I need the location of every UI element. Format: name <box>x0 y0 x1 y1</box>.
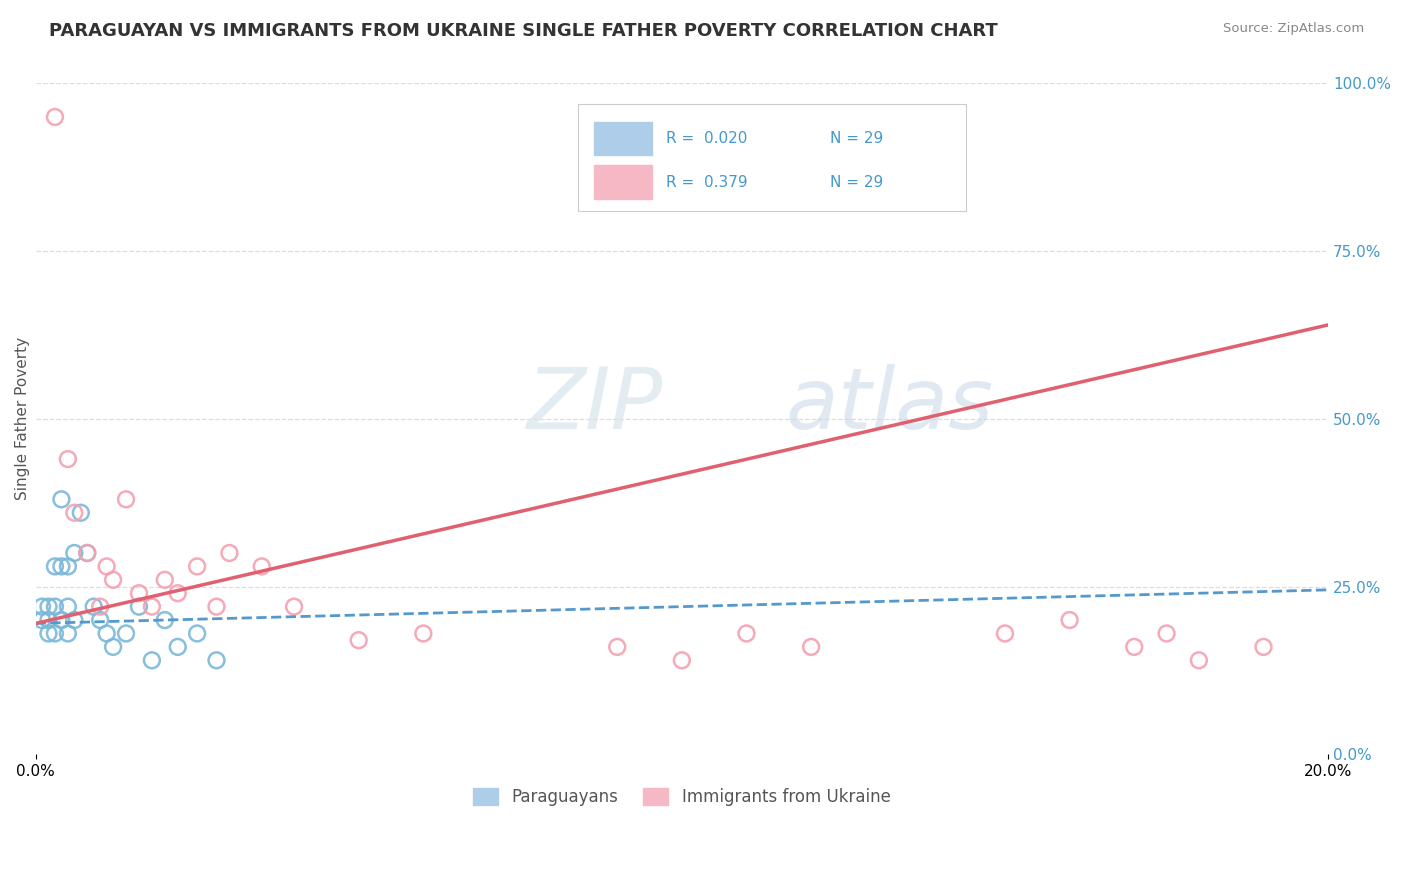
Point <box>347 633 370 648</box>
Text: PARAGUAYAN VS IMMIGRANTS FROM UKRAINE SINGLE FATHER POVERTY CORRELATION CHART: PARAGUAYAN VS IMMIGRANTS FROM UKRAINE SI… <box>49 22 998 40</box>
Point <box>671 653 693 667</box>
Point <box>63 613 86 627</box>
Text: ZIP: ZIP <box>527 364 664 447</box>
Text: R =  0.020: R = 0.020 <box>666 131 748 146</box>
Point <box>735 626 758 640</box>
Point <box>166 640 188 654</box>
Point <box>101 573 124 587</box>
Point <box>141 653 163 667</box>
Point <box>76 546 98 560</box>
Point <box>115 626 138 640</box>
Point <box>205 599 228 614</box>
Point <box>63 506 86 520</box>
Point <box>96 626 118 640</box>
Point <box>44 559 66 574</box>
Point <box>44 110 66 124</box>
Point <box>44 626 66 640</box>
Point <box>994 626 1017 640</box>
Y-axis label: Single Father Poverty: Single Father Poverty <box>15 337 30 500</box>
Point <box>1156 626 1178 640</box>
Text: atlas: atlas <box>786 364 993 447</box>
Point <box>101 640 124 654</box>
Point <box>96 559 118 574</box>
Point <box>51 559 73 574</box>
Text: N = 29: N = 29 <box>831 131 884 146</box>
Legend: Paraguayans, Immigrants from Ukraine: Paraguayans, Immigrants from Ukraine <box>467 781 897 813</box>
Point <box>218 546 240 560</box>
Point <box>89 599 111 614</box>
Point <box>56 626 79 640</box>
FancyBboxPatch shape <box>578 103 966 211</box>
Point <box>37 613 59 627</box>
Point <box>128 599 150 614</box>
Point <box>1253 640 1275 654</box>
Point <box>31 613 53 627</box>
Point <box>44 599 66 614</box>
Point <box>51 613 73 627</box>
Point <box>115 492 138 507</box>
Point <box>166 586 188 600</box>
Point <box>186 559 208 574</box>
Point <box>63 546 86 560</box>
FancyBboxPatch shape <box>593 121 652 155</box>
Point <box>153 613 176 627</box>
Point <box>153 573 176 587</box>
Point <box>31 599 53 614</box>
Point <box>1123 640 1146 654</box>
Point <box>283 599 305 614</box>
Point <box>186 626 208 640</box>
FancyBboxPatch shape <box>593 165 652 199</box>
Text: R =  0.379: R = 0.379 <box>666 175 748 189</box>
Point <box>51 492 73 507</box>
Text: N = 29: N = 29 <box>831 175 884 189</box>
Point <box>56 559 79 574</box>
Point <box>56 452 79 467</box>
Point <box>412 626 434 640</box>
Point <box>76 546 98 560</box>
Point <box>606 640 628 654</box>
Point <box>56 599 79 614</box>
Point <box>800 640 823 654</box>
Point <box>250 559 273 574</box>
Text: Source: ZipAtlas.com: Source: ZipAtlas.com <box>1223 22 1364 36</box>
Point <box>1059 613 1081 627</box>
Point <box>1188 653 1211 667</box>
Point <box>69 506 91 520</box>
Point <box>141 599 163 614</box>
Point <box>205 653 228 667</box>
Point <box>89 613 111 627</box>
Point <box>128 586 150 600</box>
Point <box>37 599 59 614</box>
Point <box>37 626 59 640</box>
Point <box>83 599 105 614</box>
